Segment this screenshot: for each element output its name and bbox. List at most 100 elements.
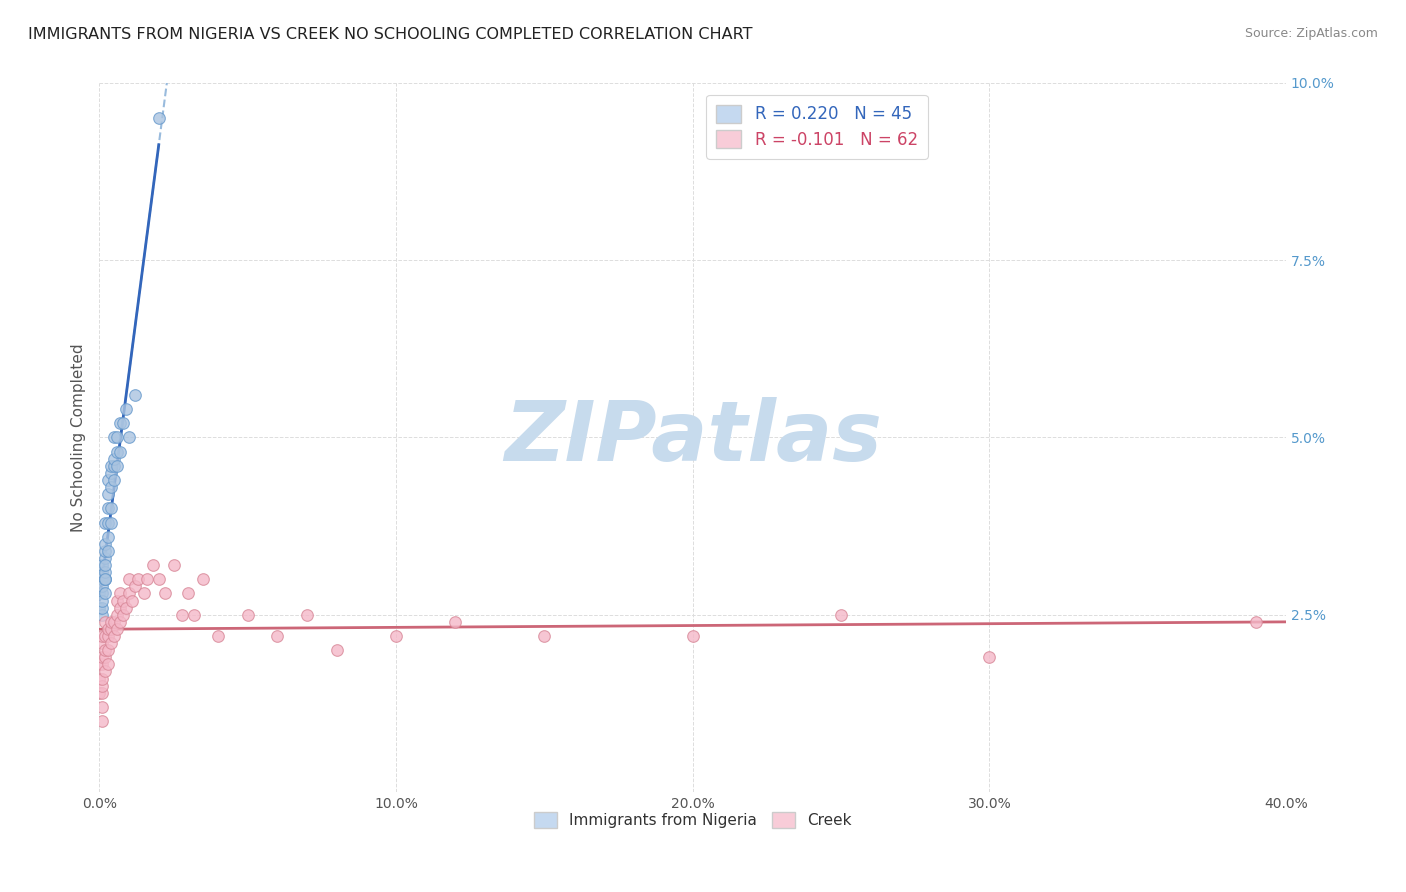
- Point: [94, 629, 117, 643]
- Point: [266, 629, 288, 643]
- Point: [89, 586, 111, 600]
- Point: [100, 458, 122, 473]
- Text: Source: ZipAtlas.com: Source: ZipAtlas.com: [1244, 27, 1378, 40]
- Point: [97, 516, 120, 530]
- Point: [105, 458, 128, 473]
- Point: [89, 686, 111, 700]
- Point: [162, 558, 184, 572]
- Point: [91, 679, 114, 693]
- Point: [118, 430, 141, 444]
- Point: [127, 572, 149, 586]
- Point: [105, 622, 128, 636]
- Point: [91, 699, 114, 714]
- Point: [103, 629, 125, 643]
- Point: [115, 402, 138, 417]
- Legend: Immigrants from Nigeria, Creek: Immigrants from Nigeria, Creek: [527, 805, 858, 834]
- Point: [236, 607, 259, 622]
- Point: [103, 430, 125, 444]
- Point: [97, 544, 120, 558]
- Point: [100, 466, 122, 480]
- Point: [100, 622, 122, 636]
- Point: [132, 586, 155, 600]
- Point: [385, 629, 408, 643]
- Point: [108, 417, 131, 431]
- Point: [118, 572, 141, 586]
- Point: [91, 558, 114, 572]
- Point: [105, 444, 128, 458]
- Point: [94, 572, 117, 586]
- Point: [91, 579, 114, 593]
- Point: [112, 417, 135, 431]
- Point: [148, 572, 170, 586]
- Point: [103, 451, 125, 466]
- Point: [97, 643, 120, 657]
- Point: [94, 572, 117, 586]
- Point: [103, 615, 125, 629]
- Point: [103, 473, 125, 487]
- Point: [91, 657, 114, 672]
- Point: [100, 480, 122, 494]
- Point: [172, 607, 194, 622]
- Point: [91, 600, 114, 615]
- Point: [91, 686, 114, 700]
- Point: [91, 636, 114, 650]
- Point: [94, 558, 117, 572]
- Point: [94, 516, 117, 530]
- Point: [108, 444, 131, 458]
- Point: [97, 622, 120, 636]
- Point: [121, 593, 143, 607]
- Point: [105, 430, 128, 444]
- Point: [97, 530, 120, 544]
- Point: [108, 615, 131, 629]
- Point: [97, 473, 120, 487]
- Point: [444, 615, 467, 629]
- Point: [91, 593, 114, 607]
- Point: [142, 558, 165, 572]
- Point: [100, 636, 122, 650]
- Point: [94, 643, 117, 657]
- Point: [91, 629, 114, 643]
- Point: [94, 650, 117, 665]
- Point: [100, 516, 122, 530]
- Point: [97, 501, 120, 516]
- Point: [91, 714, 114, 728]
- Point: [207, 629, 229, 643]
- Point: [183, 607, 205, 622]
- Point: [91, 672, 114, 686]
- Point: [94, 565, 117, 579]
- Point: [105, 593, 128, 607]
- Point: [91, 650, 114, 665]
- Point: [118, 586, 141, 600]
- Point: [100, 501, 122, 516]
- Point: [94, 615, 117, 629]
- Point: [89, 672, 111, 686]
- Point: [112, 607, 135, 622]
- Point: [148, 112, 170, 126]
- Point: [108, 600, 131, 615]
- Point: [97, 657, 120, 672]
- Point: [682, 629, 704, 643]
- Point: [91, 607, 114, 622]
- Point: [103, 458, 125, 473]
- Point: [193, 572, 215, 586]
- Point: [94, 544, 117, 558]
- Point: [112, 593, 135, 607]
- Point: [91, 565, 114, 579]
- Text: IMMIGRANTS FROM NIGERIA VS CREEK NO SCHOOLING COMPLETED CORRELATION CHART: IMMIGRANTS FROM NIGERIA VS CREEK NO SCHO…: [28, 27, 752, 42]
- Point: [979, 650, 1001, 665]
- Point: [153, 586, 176, 600]
- Point: [94, 551, 117, 566]
- Point: [89, 657, 111, 672]
- Point: [100, 615, 122, 629]
- Point: [94, 572, 117, 586]
- Point: [177, 586, 200, 600]
- Point: [533, 629, 555, 643]
- Point: [97, 487, 120, 501]
- Point: [97, 629, 120, 643]
- Point: [108, 586, 131, 600]
- Point: [105, 607, 128, 622]
- Point: [326, 643, 349, 657]
- Point: [91, 586, 114, 600]
- Point: [295, 607, 318, 622]
- Y-axis label: No Schooling Completed: No Schooling Completed: [72, 343, 86, 532]
